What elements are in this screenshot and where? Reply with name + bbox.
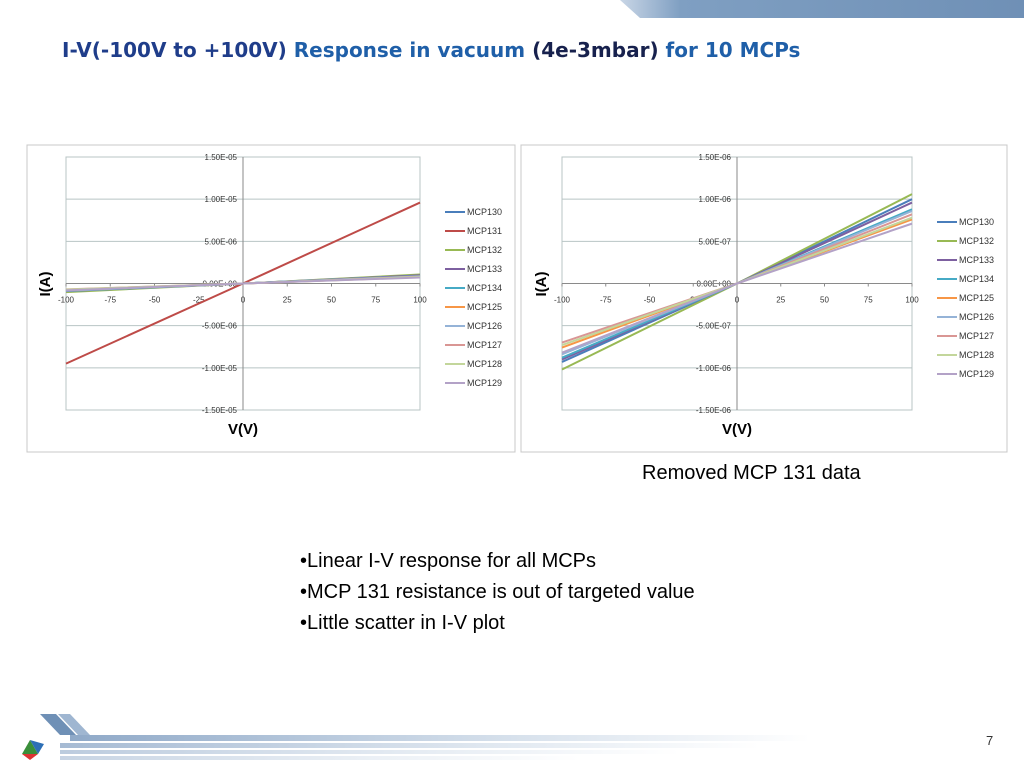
x-tick-label: 0 xyxy=(735,296,740,305)
x-axis-title: V(V) xyxy=(722,421,752,438)
y-tick-label: -1.50E-06 xyxy=(696,406,732,415)
chart-frame xyxy=(520,144,1008,453)
title-segment: Response in vacuum xyxy=(286,38,533,62)
legend-label: MCP132 xyxy=(467,245,502,255)
chart-note: Removed MCP 131 data xyxy=(642,462,861,484)
footer-stripes xyxy=(40,714,810,760)
x-tick-label: 100 xyxy=(413,296,427,305)
legend-label: MCP132 xyxy=(959,236,994,246)
title-segment: for 10 MCPs xyxy=(658,38,801,62)
x-tick-label: 75 xyxy=(371,296,380,305)
title-segment: I-V(-100V to +100V) xyxy=(62,38,287,62)
legend-label: MCP127 xyxy=(959,331,994,341)
y-tick-label: -1.00E-05 xyxy=(202,364,238,373)
legend-label: MCP130 xyxy=(467,207,502,217)
legend-label: MCP126 xyxy=(959,312,994,322)
bullet-list: •Linear I-V response for all MCPs •MCP 13… xyxy=(300,546,695,639)
x-tick-label: -25 xyxy=(193,296,205,305)
legend-label: MCP131 xyxy=(467,226,502,236)
y-tick-label: -5.00E-06 xyxy=(202,322,238,331)
x-tick-label: -50 xyxy=(149,296,161,305)
legend-label: MCP133 xyxy=(959,255,994,265)
legend-label: MCP126 xyxy=(467,321,502,331)
x-tick-label: 100 xyxy=(905,296,919,305)
page-number: 7 xyxy=(986,733,994,748)
x-tick-label: -100 xyxy=(554,296,571,305)
y-tick-label: -1.00E-06 xyxy=(696,364,732,373)
legend-label: MCP128 xyxy=(467,359,502,369)
slide-title: I-V(-100V to +100V) Response in vacuum (… xyxy=(62,38,800,62)
legend-label: MCP125 xyxy=(959,293,994,303)
y-tick-label: 5.00E-06 xyxy=(205,237,238,246)
legend-label: MCP133 xyxy=(467,264,502,274)
x-axis-title: V(V) xyxy=(228,421,258,438)
x-tick-label: -75 xyxy=(104,296,116,305)
x-tick-label: 25 xyxy=(776,296,785,305)
bullet: •MCP 131 resistance is out of targeted v… xyxy=(300,581,695,603)
y-tick-label: -1.50E-05 xyxy=(202,406,238,415)
logo xyxy=(22,740,44,760)
y-tick-label: 1.50E-06 xyxy=(699,153,732,162)
legend-label: MCP134 xyxy=(467,283,502,293)
y-axis-title: I(A) xyxy=(37,272,54,297)
y-tick-label: 5.00E-07 xyxy=(699,237,732,246)
bullet: •Linear I-V response for all MCPs xyxy=(300,550,597,572)
title-segment: (4e-3mbar) xyxy=(532,38,659,62)
chart-frame xyxy=(26,144,516,453)
legend-label: MCP125 xyxy=(467,302,502,312)
x-tick-label: -100 xyxy=(58,296,75,305)
bullet: •Little scatter in I-V plot xyxy=(300,612,505,634)
data-line xyxy=(65,276,421,292)
x-tick-label: -50 xyxy=(644,296,656,305)
x-tick-label: 0 xyxy=(241,296,246,305)
x-tick-label: 75 xyxy=(864,296,873,305)
y-tick-label: 1.00E-05 xyxy=(205,195,238,204)
data-line xyxy=(561,222,913,354)
legend-label: MCP127 xyxy=(467,340,502,350)
legend-label: MCP134 xyxy=(959,274,994,284)
x-tick-label: 50 xyxy=(327,296,336,305)
x-tick-label: -75 xyxy=(600,296,612,305)
x-tick-label: 25 xyxy=(283,296,292,305)
y-tick-label: -5.00E-07 xyxy=(696,322,732,331)
x-tick-label: 50 xyxy=(820,296,829,305)
y-tick-label: 1.50E-05 xyxy=(205,153,238,162)
legend-label: MCP128 xyxy=(959,350,994,360)
header-bar xyxy=(620,0,1024,18)
y-axis-title: I(A) xyxy=(533,272,550,297)
legend-label: MCP129 xyxy=(467,378,502,388)
legend-label: MCP130 xyxy=(959,217,994,227)
legend-label: MCP129 xyxy=(959,369,994,379)
y-tick-label: 1.00E-06 xyxy=(699,195,732,204)
